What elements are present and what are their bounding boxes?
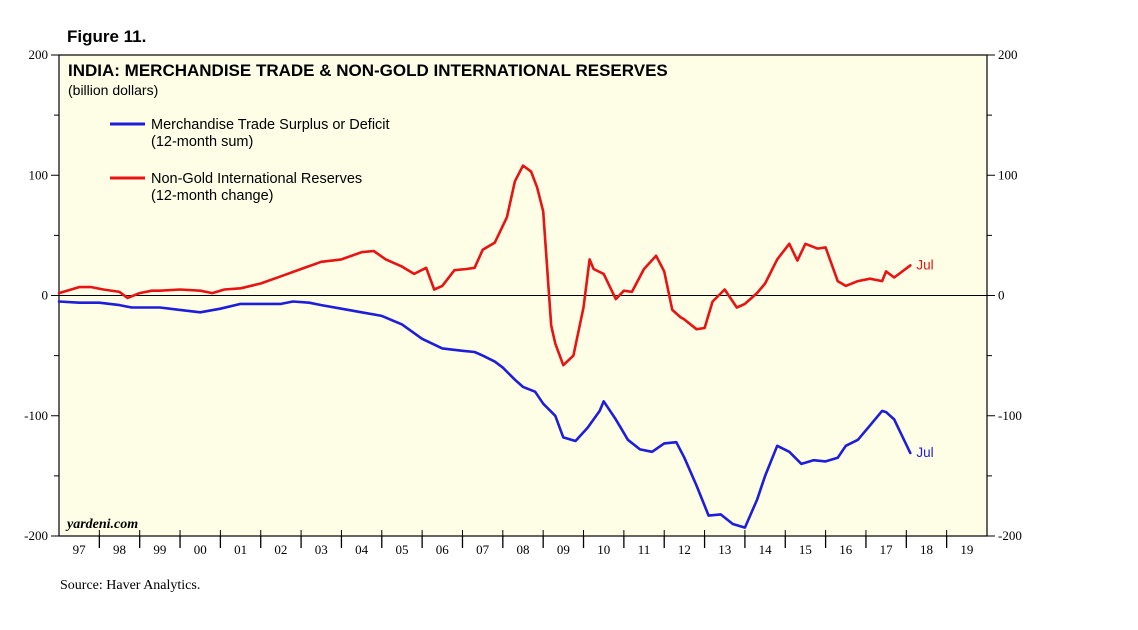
x-tick-label: 01	[234, 542, 247, 557]
reserves-series-line	[57, 164, 912, 367]
reserves-end-label: Jul	[916, 257, 933, 272]
legend-reserves-note: (12-month change)	[151, 188, 274, 204]
watermark: yardeni.com	[65, 517, 138, 532]
x-tick-label: 15	[799, 542, 812, 557]
y-tick-label-right: -200	[998, 528, 1022, 543]
y-tick-label-right: -100	[998, 408, 1022, 423]
x-tick-label: 05	[395, 542, 408, 557]
x-tick-label: 14	[759, 542, 773, 557]
trade-series-line	[57, 300, 912, 529]
y-tick-label-left: -100	[24, 408, 48, 423]
x-tick-label: 17	[880, 542, 894, 557]
x-tick-label: 10	[597, 542, 610, 557]
x-tick-label: 04	[355, 542, 369, 557]
y-tick-label-right: 100	[998, 167, 1018, 182]
chart-subtitle: (billion dollars)	[68, 82, 158, 98]
x-tick-label: 16	[839, 542, 853, 557]
y-tick-label-left: 200	[29, 47, 49, 62]
legend-trade-label: Merchandise Trade Surplus or Deficit	[151, 117, 390, 133]
x-tick-label: 98	[113, 542, 126, 557]
source-note: Source: Haver Analytics.	[60, 578, 200, 593]
y-tick-label-left: 0	[42, 288, 49, 303]
y-tick-label-left: 100	[29, 167, 49, 182]
x-tick-label: 02	[274, 542, 287, 557]
x-tick-label: 18	[920, 542, 933, 557]
y-tick-label-right: 0	[998, 288, 1005, 303]
legend-trade-note: (12-month sum)	[151, 134, 253, 150]
x-tick-label: 12	[678, 542, 691, 557]
figure-label: Figure 11.	[67, 27, 146, 46]
x-tick-label: 11	[638, 542, 651, 557]
x-tick-label: 13	[718, 542, 731, 557]
legend-reserves-label: Non-Gold International Reserves	[151, 171, 362, 187]
x-tick-label: 09	[557, 542, 570, 557]
x-tick-label: 19	[960, 542, 973, 557]
x-tick-label: 08	[517, 542, 530, 557]
x-tick-label: 06	[436, 542, 450, 557]
y-tick-label-right: 200	[998, 47, 1018, 62]
chart-title: INDIA: MERCHANDISE TRADE & NON-GOLD INTE…	[68, 61, 668, 80]
x-tick-label: 99	[153, 542, 166, 557]
y-tick-label-left: -200	[24, 528, 48, 543]
x-tick-label: 07	[476, 542, 490, 557]
x-tick-label: 00	[194, 542, 207, 557]
x-tick-label: 03	[315, 542, 328, 557]
trade-end-label: Jul	[916, 445, 933, 460]
x-tick-label: 97	[73, 542, 87, 557]
